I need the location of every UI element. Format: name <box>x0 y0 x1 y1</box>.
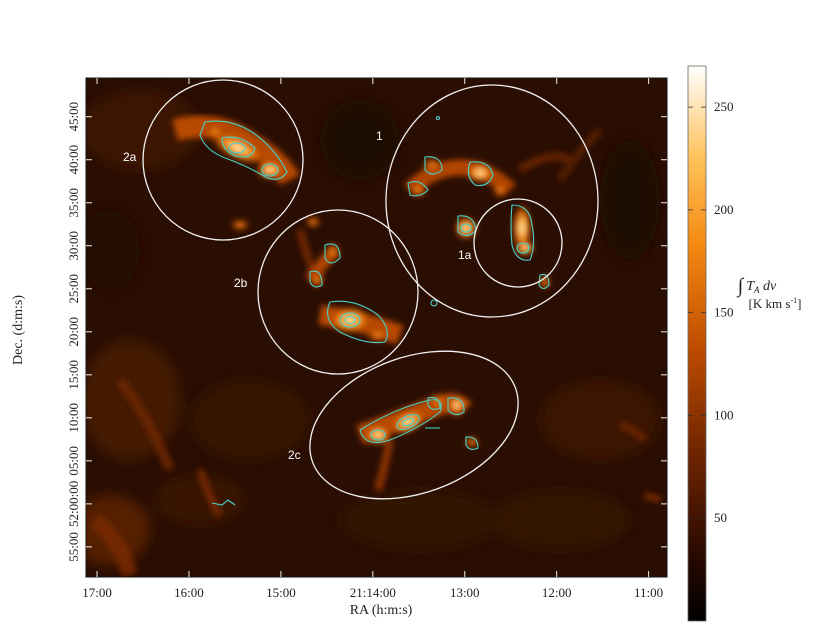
y-tick-label: 52:00:00 <box>66 481 81 527</box>
x-axis-title: RA (h:m:s) <box>350 603 413 618</box>
region-label-1a: 1a <box>458 248 472 262</box>
y-tick-label: 15:00 <box>66 360 81 390</box>
colorbar-unit-main: [K km s <box>749 296 791 311</box>
x-axis-ticks: 17:00 16:00 15:00 21:14:00 13:00 12:00 11:00 <box>82 78 663 600</box>
x-tick-label: 13:00 <box>450 585 480 600</box>
colorbar-gradient <box>687 65 707 622</box>
y-axis-title: Dec. (d:m:s) <box>11 295 26 365</box>
colorbar-tick-label: 250 <box>714 99 734 114</box>
colorbar-unit: [K km s-1] <box>749 296 802 311</box>
colorbar-title-tail: dv <box>760 279 778 294</box>
colorbar-title: ∫ TA dv <box>736 275 777 298</box>
y-tick-label: 45:00 <box>66 102 81 132</box>
x-tick-label: 16:00 <box>174 585 204 600</box>
integral-symbol: ∫ <box>736 275 745 298</box>
y-tick-label: 05:00 <box>66 446 81 476</box>
x-tick-label: 15:00 <box>266 585 296 600</box>
region-label-2b: 2b <box>234 276 248 290</box>
region-label-1: 1 <box>376 129 383 143</box>
region-label-2c: 2c <box>288 448 301 462</box>
x-tick-label: 21:14:00 <box>350 585 396 600</box>
colorbar-tick-label: 150 <box>714 305 734 320</box>
y-tick-label: 40:00 <box>66 145 81 175</box>
y-tick-label: 25:00 <box>66 274 81 304</box>
colorbar-tick-label: 50 <box>714 510 727 525</box>
region-label-2a: 2a <box>123 150 137 164</box>
contour-overlay <box>199 115 550 506</box>
colorbar: 50 100 150 200 250 ∫ TA dv [K km s-1] <box>687 65 802 622</box>
colorbar-tick-label: 200 <box>714 202 734 217</box>
y-axis-ticks: 45:00 40:00 35:00 30:00 25:00 20:00 15:00 10:00… <box>66 102 667 562</box>
y-tick-label: 20:00 <box>66 317 81 347</box>
colorbar-title-var: T <box>746 279 755 294</box>
y-tick-label: 10:00 <box>66 403 81 433</box>
y-tick-label: 55:00 <box>66 532 81 562</box>
plot-frame <box>85 77 668 578</box>
x-tick-label: 12:00 <box>542 585 572 600</box>
colorbar-tick-label: 100 <box>714 407 734 422</box>
region-2c-ellipse <box>309 350 519 500</box>
region-2a-ellipse <box>142 79 304 241</box>
y-tick-label: 35:00 <box>66 188 81 218</box>
colorbar-title-sub: A <box>753 285 760 295</box>
colorbar-unit-close: ] <box>797 296 801 311</box>
x-tick-label: 17:00 <box>82 585 112 600</box>
region-2b-ellipse <box>257 209 419 375</box>
colorbar-ticks: 50 100 150 200 250 <box>688 99 734 525</box>
y-tick-label: 30:00 <box>66 231 81 261</box>
x-tick-label: 11:00 <box>634 585 663 600</box>
map-image <box>86 78 667 577</box>
region-1a-ellipse <box>473 198 563 288</box>
region-1-ellipse <box>385 84 599 318</box>
colorbar-unit-sup: -1 <box>790 296 797 305</box>
region-ellipses <box>142 79 599 500</box>
